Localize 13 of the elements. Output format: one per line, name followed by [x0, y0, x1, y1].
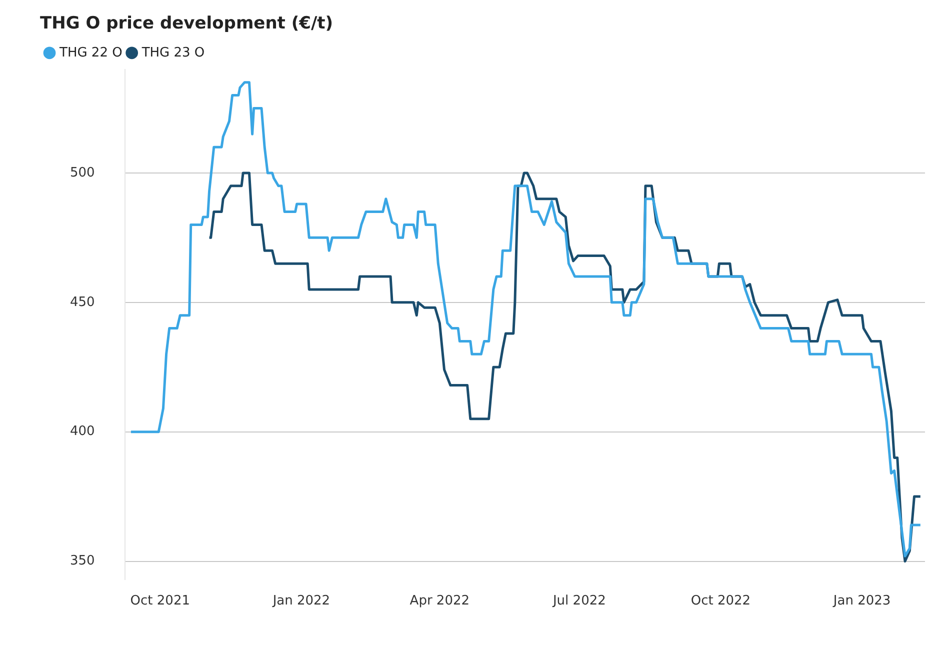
legend-label: THG 23 O — [140, 45, 205, 60]
y-tick-label: 500 — [70, 165, 95, 180]
x-tick-label: Jan 2023 — [832, 594, 891, 609]
y-tick-label: 400 — [70, 424, 95, 440]
x-tick-label: Apr 2022 — [410, 594, 470, 609]
x-tick-label: Jul 2022 — [552, 594, 606, 609]
chart-title: THG O price development (€/t) — [40, 14, 334, 34]
x-tick-label: Oct 2022 — [690, 594, 751, 609]
y-tick-label: 450 — [70, 294, 95, 310]
y-tick-label: 350 — [70, 554, 95, 569]
legend-label: THG 22 O — [58, 45, 122, 60]
x-tick-label: Oct 2021 — [130, 594, 190, 609]
x-tick-label: Jan 2022 — [272, 594, 330, 609]
